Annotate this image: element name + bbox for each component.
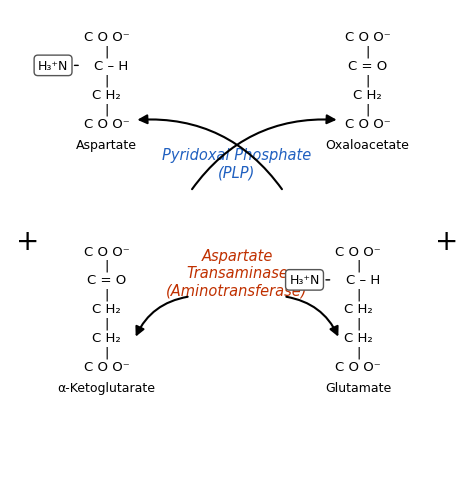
Text: C H₂: C H₂ bbox=[92, 302, 121, 316]
Text: |: | bbox=[104, 259, 109, 272]
Text: |: | bbox=[104, 45, 109, 59]
Text: |: | bbox=[356, 317, 360, 330]
Text: |: | bbox=[104, 317, 109, 330]
Text: Aspartate: Aspartate bbox=[76, 138, 137, 151]
Text: |: | bbox=[356, 259, 360, 272]
Text: C H₂: C H₂ bbox=[92, 89, 121, 102]
Text: C O O⁻: C O O⁻ bbox=[84, 117, 129, 130]
Text: C = O: C = O bbox=[87, 274, 126, 287]
Text: C – H: C – H bbox=[94, 60, 128, 73]
Text: C O O⁻: C O O⁻ bbox=[84, 360, 129, 373]
Text: +: + bbox=[16, 228, 39, 256]
Text: C H₂: C H₂ bbox=[344, 302, 373, 316]
Text: C O O⁻: C O O⁻ bbox=[84, 245, 129, 258]
Text: |: | bbox=[104, 288, 109, 301]
Text: α-Ketoglutarate: α-Ketoglutarate bbox=[58, 381, 155, 394]
Text: Pyridoxal Phosphate
(PLP): Pyridoxal Phosphate (PLP) bbox=[163, 147, 311, 180]
Text: Aspartate
Transaminase
(Aminotransferase): Aspartate Transaminase (Aminotransferase… bbox=[166, 248, 308, 298]
Text: |: | bbox=[104, 346, 109, 359]
Text: C = O: C = O bbox=[348, 60, 387, 73]
Text: Glutamate: Glutamate bbox=[325, 381, 391, 394]
Text: H₃⁺N: H₃⁺N bbox=[38, 60, 68, 73]
Text: |: | bbox=[104, 74, 109, 87]
Text: Oxaloacetate: Oxaloacetate bbox=[326, 138, 410, 151]
Text: C H₂: C H₂ bbox=[92, 332, 121, 344]
Text: C O O⁻: C O O⁻ bbox=[345, 117, 390, 130]
Text: H₃⁺N: H₃⁺N bbox=[289, 274, 319, 287]
Text: +: + bbox=[435, 228, 458, 256]
Text: |: | bbox=[356, 288, 360, 301]
Text: |: | bbox=[104, 103, 109, 116]
Text: C O O⁻: C O O⁻ bbox=[84, 31, 129, 44]
Text: |: | bbox=[365, 103, 370, 116]
Text: |: | bbox=[365, 74, 370, 87]
Text: C H₂: C H₂ bbox=[353, 89, 382, 102]
Text: C O O⁻: C O O⁻ bbox=[335, 360, 381, 373]
Text: C O O⁻: C O O⁻ bbox=[345, 31, 390, 44]
Text: |: | bbox=[365, 45, 370, 59]
Text: C – H: C – H bbox=[346, 274, 380, 287]
Text: C O O⁻: C O O⁻ bbox=[335, 245, 381, 258]
Text: |: | bbox=[356, 346, 360, 359]
Text: C H₂: C H₂ bbox=[344, 332, 373, 344]
